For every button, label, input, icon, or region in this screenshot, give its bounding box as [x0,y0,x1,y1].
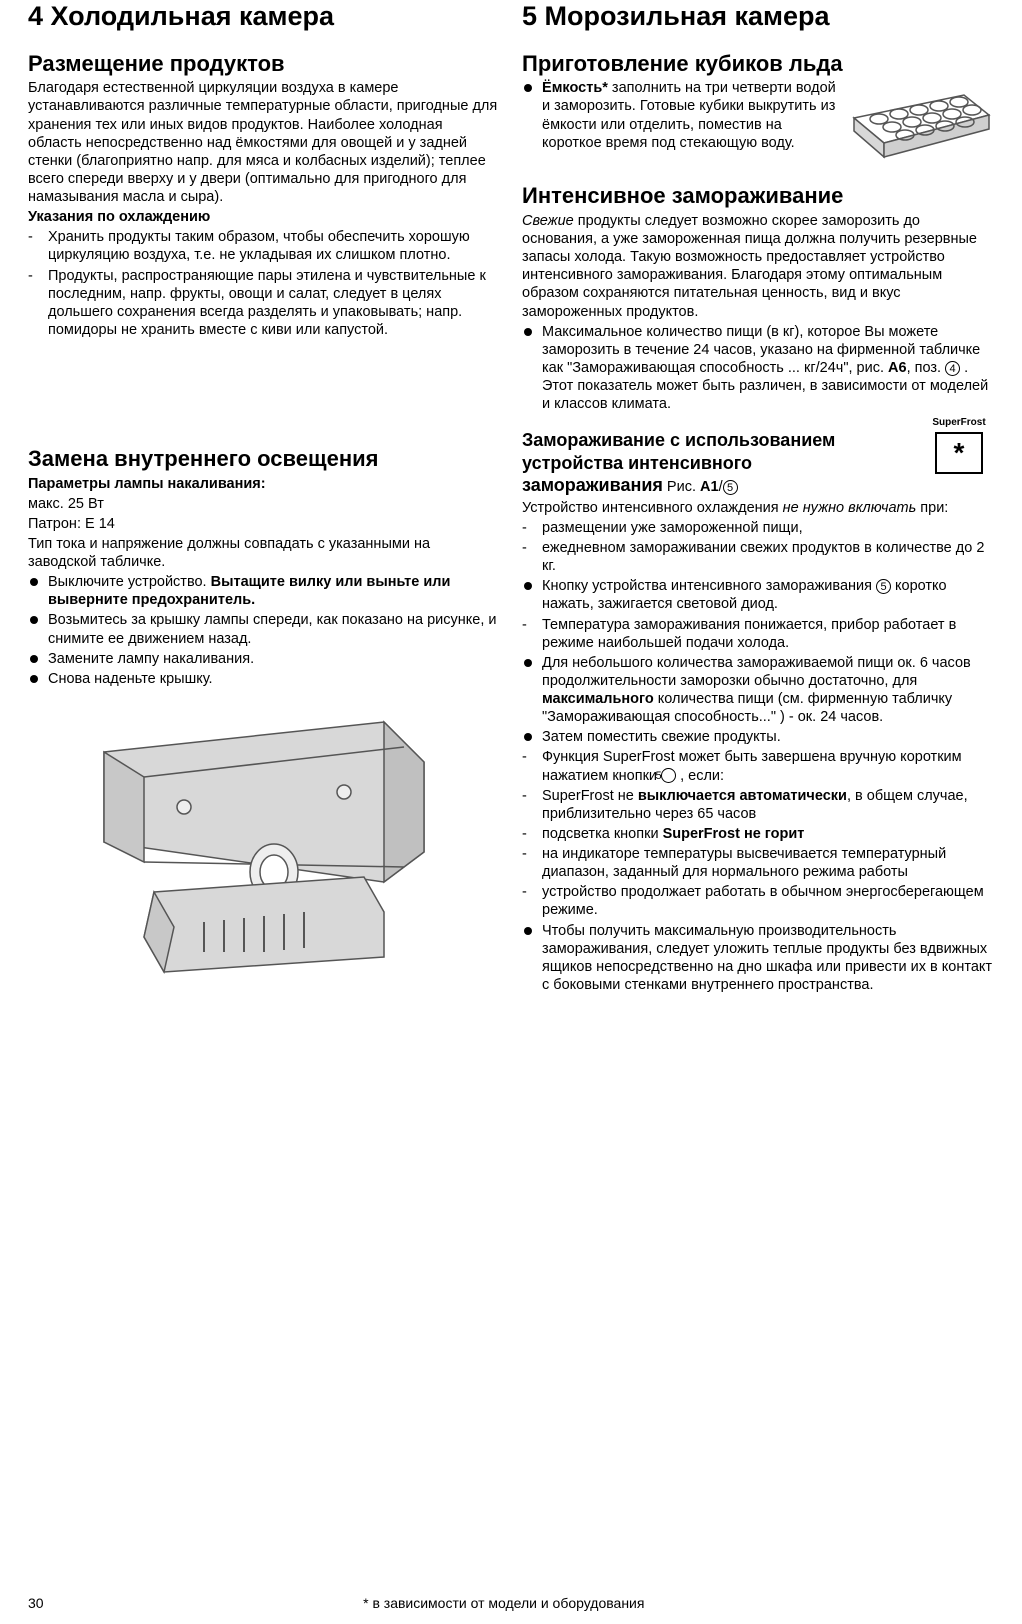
list-item: Продукты, распространяющие пары этилена … [28,267,500,340]
list-item: Возьмитесь за крышку лампы спереди, как … [28,611,500,647]
list-item: ежедневном замораживании свежих продукто… [522,539,994,575]
sf-intro: Устройство интенсивного охлаждения не ну… [522,499,994,517]
list-item: подсветка кнопки SuperFrost не горит [522,825,994,843]
page-number: 30 [28,1595,44,1613]
list-item: Кнопку устройства интенсивного заморажив… [522,577,994,613]
cooling-instructions-list: Хранить продукты таким образом, чтобы об… [28,228,500,339]
lamp-cover-illustration [28,702,500,987]
lamp-socket: Патрон: E 14 [28,515,500,533]
list-item: Выключите устройство. Вытащите вилку или… [28,573,500,609]
list-item: устройство продолжает работать в обычном… [522,883,994,919]
lamp-steps-list: Выключите устройство. Вытащите вилку или… [28,573,500,688]
ice-steps: Ёмкость* заполнить на три четверти водой… [522,79,994,152]
list-item: Температура замораживания понижается, пр… [522,616,994,652]
section-5-title: 5 Морозильная камера [522,0,994,34]
intensive-freeze-list: Максимальное количество пищи (в кг), кот… [522,323,994,414]
intensive-freeze-text: Свежие продукты следует возможно скорее … [522,212,994,321]
sf-no-need-list: размещении уже замороженной пищи, ежедне… [522,519,994,575]
placement-text: Благодаря естественной циркуляции воздух… [28,79,500,206]
lamp-heading: Замена внутреннего освещения [28,445,500,473]
ref-circle-5: 5 [876,579,891,594]
ref-circle-5: 5 [723,480,738,495]
list-item: Чтобы получить максимальную производител… [522,922,994,995]
superfrost-icon: SuperFrost * [924,417,994,474]
intensive-freeze-heading: Интенсивное замораживание [522,182,994,210]
list-item: Затем поместить свежие продукты. [522,728,994,746]
lamp-params-heading: Параметры лампы накаливания: [28,475,500,493]
footnote: * в зависимости от модели и оборудования [363,1595,644,1613]
list-item: Замените лампу накаливания. [28,650,500,668]
lamp-voltage-note: Тип тока и напряжение должны совпадать с… [28,535,500,571]
list-item: Ёмкость* заполнить на три четверти водой… [522,79,994,152]
placement-heading: Размещение продуктов [28,50,500,78]
lamp-wattage: макс. 25 Вт [28,495,500,513]
list-item: Для небольшого количества замораживаемой… [522,654,994,727]
list-item: на индикаторе температуры высвечивается … [522,845,994,881]
cooling-instructions-heading: Указания по охлаждению [28,208,500,226]
list-item: SuperFrost не выключается автоматически,… [522,787,994,823]
ref-circle-4: 4 [945,361,960,376]
ice-cubes-heading: Приготовление кубиков льда [522,50,994,78]
list-item: размещении уже замороженной пищи, [522,519,994,537]
list-item: Функция SuperFrost может быть завершена … [522,748,994,784]
list-item: Снова наденьте крышку. [28,670,500,688]
section-4-title: 4 Холодильная камера [28,0,500,34]
ref-circle-5: 5 [661,768,676,783]
list-item: Хранить продукты таким образом, чтобы об… [28,228,500,264]
list-item: Максимальное количество пищи (в кг), кот… [522,323,994,414]
